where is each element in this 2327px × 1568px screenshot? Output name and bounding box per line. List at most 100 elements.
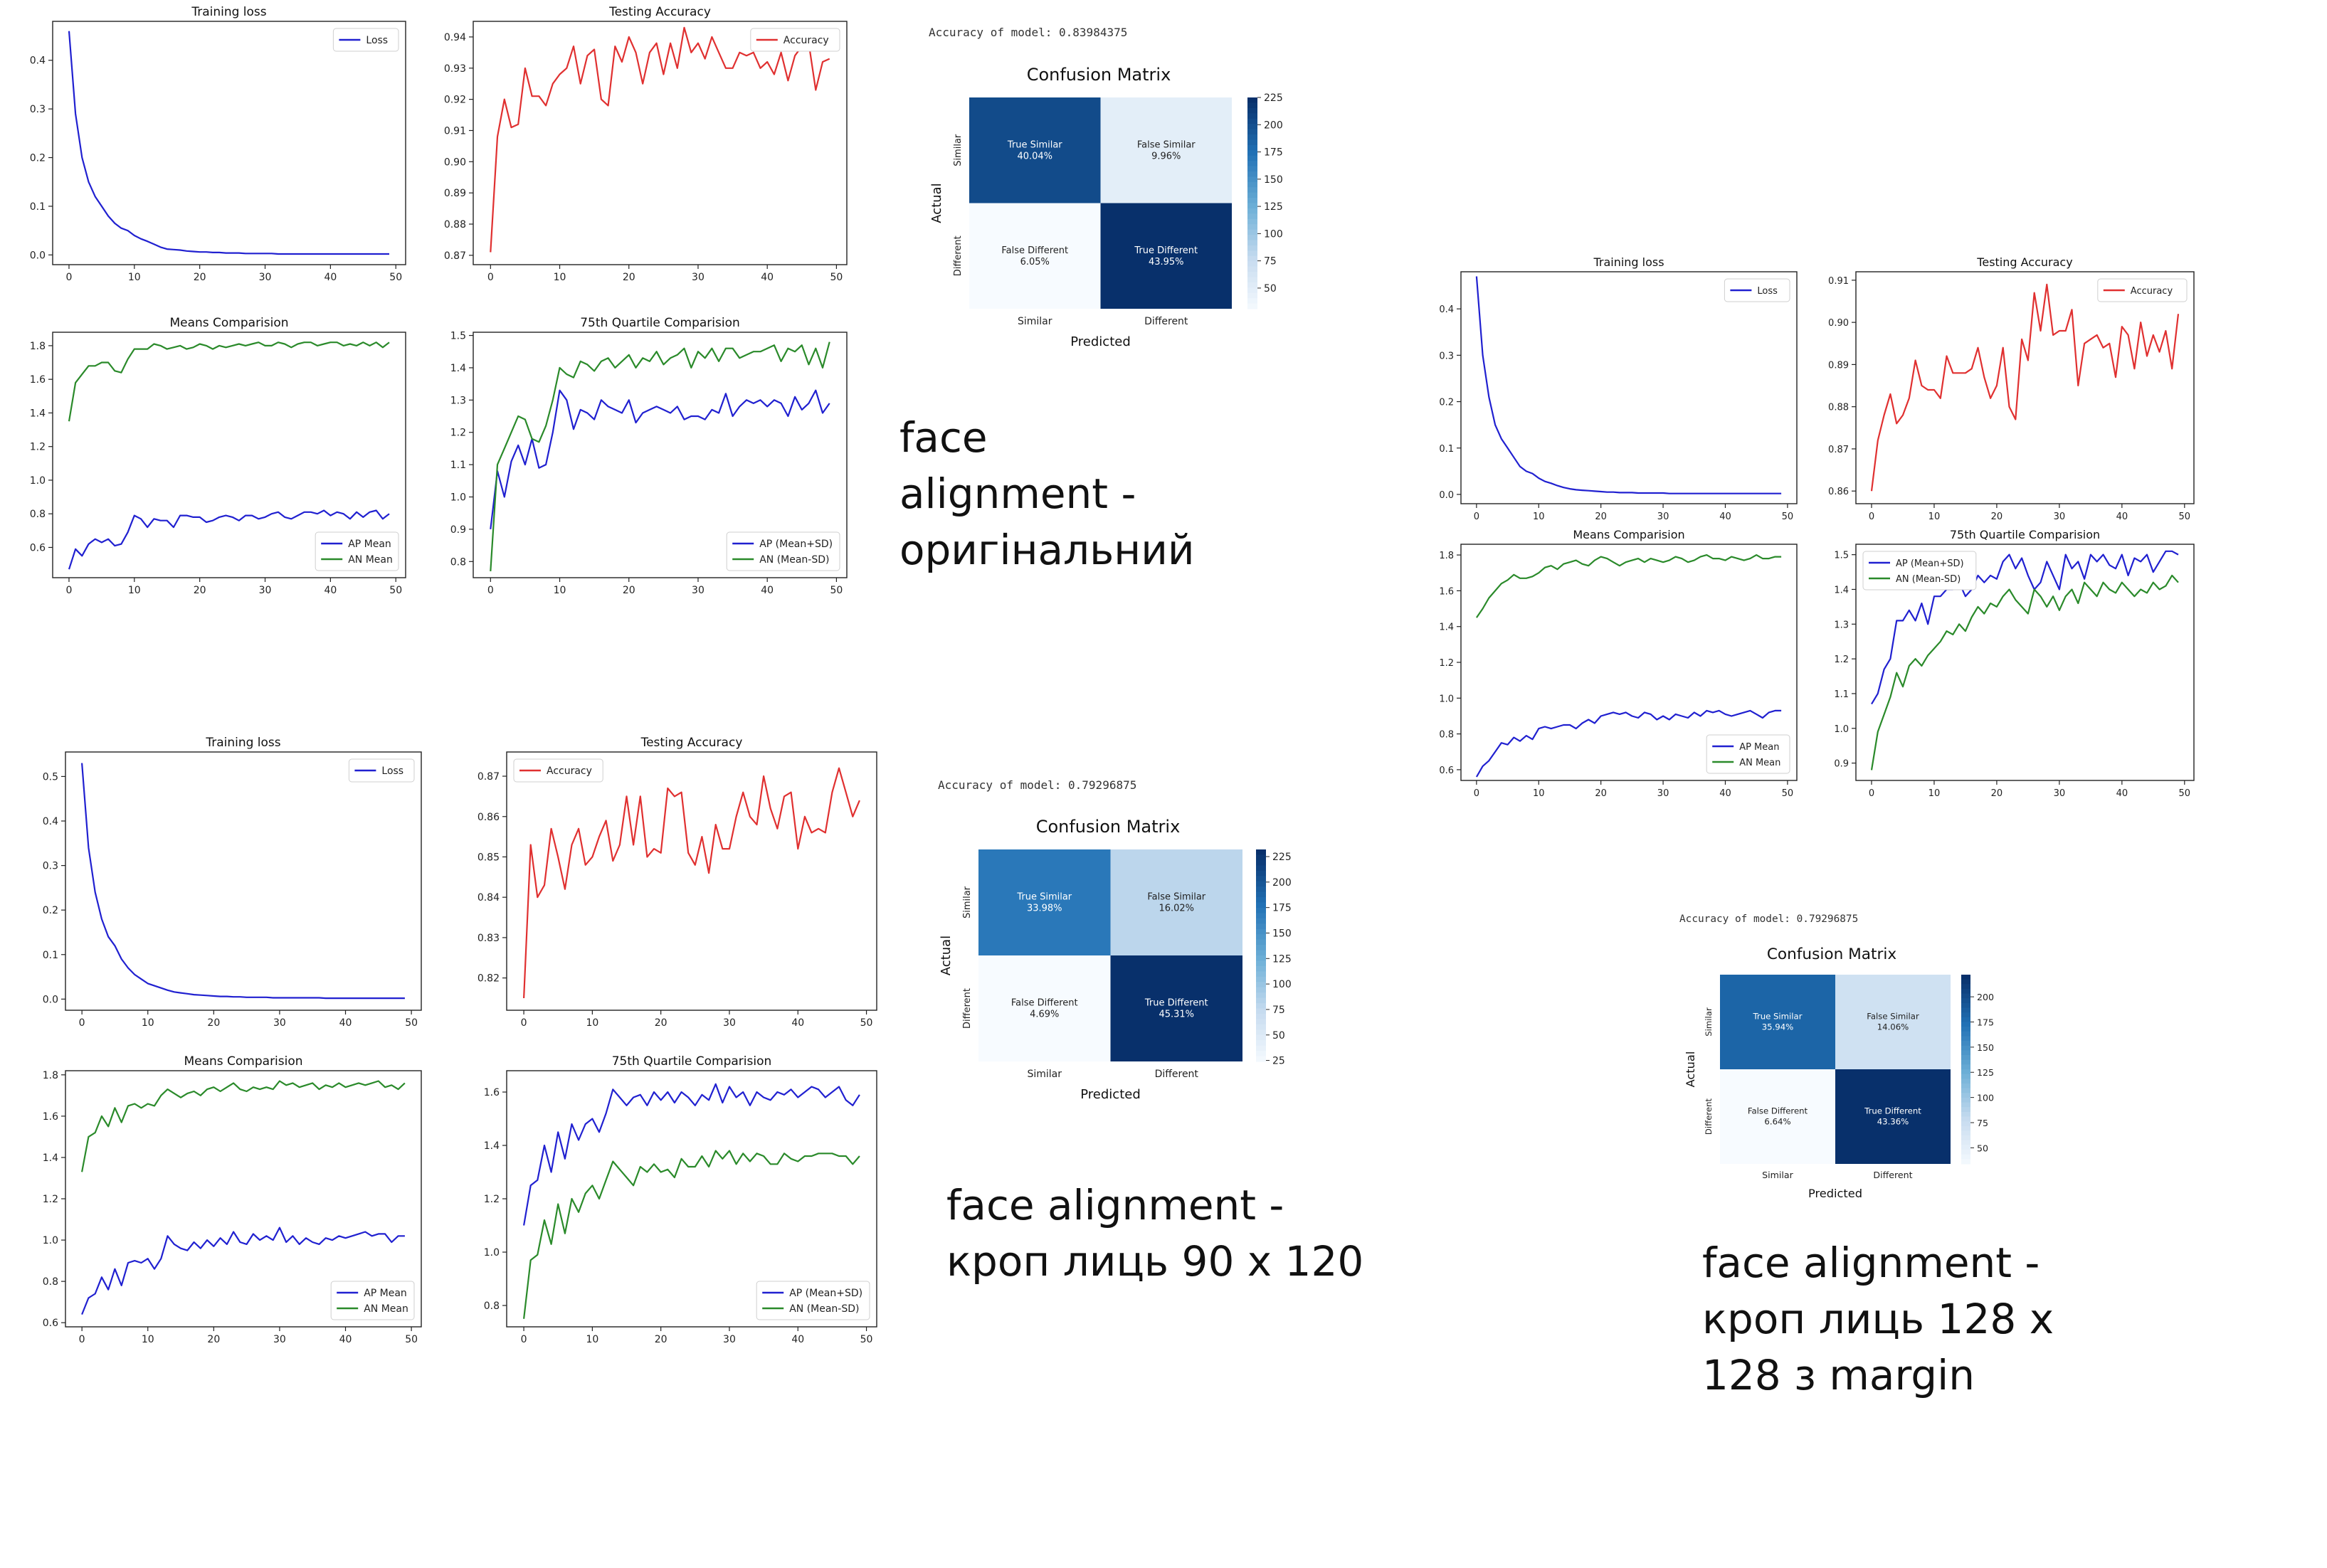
cm-y-tick-label: Similar (962, 886, 973, 918)
y-tick-label: 0.8 (450, 556, 466, 568)
colorbar-segment (1256, 945, 1266, 951)
colorbar-segment (1256, 907, 1266, 913)
y-tick-label: 0.93 (444, 63, 466, 75)
colorbar-segment (1247, 150, 1257, 157)
y-tick-label: 0.88 (1828, 403, 1849, 413)
plot-frame (65, 751, 422, 1011)
colorbar-tick-label: 100 (1264, 228, 1283, 240)
colorbar-segment (1247, 118, 1257, 125)
colorbar-segment (1256, 1029, 1266, 1036)
legend: AP Mean AN Mean (315, 531, 399, 571)
y-tick-label: 1.0 (484, 1247, 500, 1259)
colorbar-segment (1256, 891, 1266, 898)
colorbar-segment (1247, 176, 1257, 183)
x-tick-label: 50 (860, 1017, 873, 1029)
x-tick-label: 0 (521, 1334, 527, 1345)
plot-frame (1855, 271, 2195, 504)
colorbar-tick-label: 175 (1272, 903, 1292, 914)
y-tick-label: 0.90 (1828, 318, 1849, 329)
colorbar-segment (1256, 881, 1266, 887)
legend-label: AP Mean (348, 539, 391, 550)
colorbar-segment (1247, 192, 1257, 198)
plot-frame (1460, 271, 1798, 504)
chart-acc-2: Testing Accuracy 0 10 20 30 40 50 0.86 0.87 0.88 0… (1828, 255, 2195, 522)
colorbar-segment (1247, 229, 1257, 235)
x-tick-label: 40 (324, 585, 337, 596)
y-tick-label: 0.88 (444, 219, 466, 231)
colorbar-segment (1961, 1069, 1970, 1075)
cm-cell (969, 97, 1101, 203)
y-tick-label: 0.87 (444, 250, 466, 262)
x-tick-label: 50 (2179, 788, 2191, 799)
colorbar-segment (1961, 1140, 1970, 1145)
plot-frame (506, 751, 877, 1011)
colorbar-tick-label: 75 (1272, 1005, 1285, 1016)
cm-x-axis-label: Predicted (1070, 334, 1131, 349)
chart-title: Training loss (205, 736, 280, 750)
y-tick-label: 1.4 (43, 1153, 58, 1164)
x-tick-label: 30 (2054, 788, 2066, 799)
colorbar-segment (1247, 161, 1257, 167)
colorbar-tick-label: 125 (1272, 953, 1292, 965)
x-tick-label: 50 (860, 1334, 873, 1345)
cm-cell (1100, 97, 1232, 203)
y-tick-label: 0.87 (1828, 445, 1849, 455)
y-tick-label: 1.3 (450, 395, 466, 406)
y-tick-label: 1.0 (1834, 724, 1849, 735)
legend-box (750, 28, 840, 52)
legend-label: Loss (1757, 286, 1778, 297)
chart-means-2: Means Comparision 0 10 20 30 40 50 0.6 0.8 1.0 1.2… (1439, 528, 1798, 799)
series-line-an-mean-sd- (1870, 574, 2179, 770)
colorbar-tick-label: 75 (1977, 1118, 1988, 1128)
cm-cell-label: True Different (1864, 1106, 1921, 1116)
colorbar-segment (1256, 1056, 1266, 1062)
colorbar-segment (1247, 235, 1257, 241)
cm-cell-percent: 40.04% (1017, 151, 1052, 161)
colorbar-tick-label: 225 (1264, 92, 1283, 104)
colorbar-tick-label: 200 (1264, 120, 1283, 131)
cm-cell-percent: 35.94% (1762, 1022, 1794, 1032)
x-tick-label: 0 (79, 1334, 85, 1345)
y-tick-label: 1.0 (43, 1235, 58, 1246)
cm-x-axis-label: Predicted (1080, 1087, 1141, 1102)
cm-cell-percent: 6.05% (1020, 257, 1050, 267)
legend-label: AN (Mean-SD) (1896, 574, 1961, 585)
x-tick-label: 20 (1991, 788, 2003, 799)
y-tick-label: 0.3 (43, 861, 58, 872)
colorbar-tick-label: 200 (1977, 992, 1994, 1002)
x-tick-label: 20 (207, 1334, 220, 1345)
chart-title: 75th Quartile Comparision (580, 316, 740, 330)
cm-x-tick-label: Similar (1018, 316, 1052, 327)
colorbar-segment (1961, 1027, 1970, 1032)
y-tick-label: 0.6 (1439, 766, 1454, 776)
x-tick-label: 40 (339, 1334, 352, 1345)
cm-y-tick-label: Similar (953, 134, 964, 166)
x-tick-label: 20 (1595, 512, 1607, 522)
colorbar-segment (1961, 1093, 1970, 1098)
y-tick-label: 0.82 (477, 973, 500, 985)
cm-cell-percent: 16.02% (1159, 904, 1194, 914)
y-tick-label: 0.3 (1439, 351, 1454, 361)
series-line-an-mean-sd- (490, 341, 830, 571)
y-tick-label: 1.4 (1439, 623, 1454, 633)
x-tick-label: 10 (1928, 512, 1941, 522)
chart-q75-0: 75th Quartile Comparision 0 10 20 30 40 50 0.8 0… (450, 316, 848, 596)
colorbar-segment (1961, 988, 1970, 995)
cm-y-tick-label: Different (953, 235, 964, 276)
cm-cell-label: False Similar (1867, 1012, 1919, 1022)
x-tick-label: 0 (1474, 788, 1479, 799)
x-tick-label: 20 (207, 1017, 220, 1029)
x-tick-label: 0 (1869, 512, 1874, 522)
colorbar-segment (1961, 1097, 1970, 1103)
series-line-an-mean (68, 341, 390, 422)
cm-cell-label: False Similar (1137, 139, 1196, 150)
y-tick-label: 0.0 (43, 994, 58, 1005)
colorbar-segment (1256, 971, 1266, 978)
cm-cell (1720, 1069, 1835, 1164)
chart-title: Testing Accuracy (640, 736, 743, 750)
colorbar-segment (1961, 1017, 1970, 1023)
x-tick-label: 10 (586, 1334, 598, 1345)
colorbar-segment (1961, 1102, 1970, 1108)
x-tick-label: 10 (1533, 788, 1545, 799)
y-tick-label: 0.2 (30, 153, 46, 164)
